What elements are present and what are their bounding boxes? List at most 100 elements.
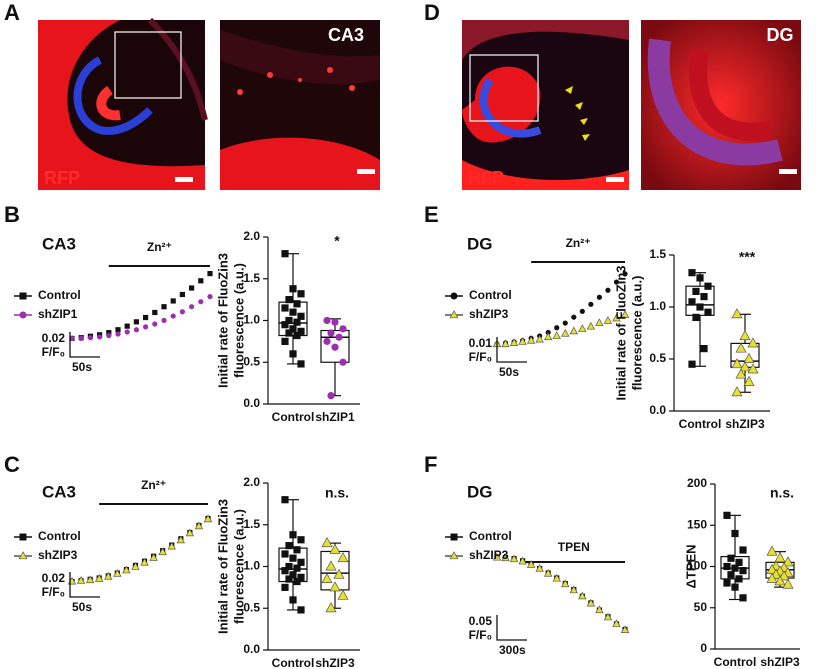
marker <box>293 331 301 340</box>
marker <box>285 542 293 550</box>
marker <box>774 575 786 586</box>
marker <box>700 345 708 353</box>
marker <box>535 563 544 572</box>
marker <box>782 556 794 567</box>
marker <box>569 326 579 335</box>
scale-label: 50s <box>499 365 519 379</box>
marker <box>285 296 293 304</box>
scale-label: F/F₀ <box>469 628 492 642</box>
marker <box>595 318 604 327</box>
marker <box>554 325 560 331</box>
marker <box>526 560 536 568</box>
marker <box>297 606 305 614</box>
marker <box>501 553 510 562</box>
marker <box>179 291 185 298</box>
marker <box>692 313 700 321</box>
marker <box>735 342 747 353</box>
scale-bar <box>496 337 527 363</box>
marker <box>329 581 341 592</box>
marker <box>743 352 755 363</box>
marker <box>289 571 297 579</box>
legend-marker <box>19 533 27 541</box>
y-tick-label: 1.0 <box>243 313 260 327</box>
marker <box>696 303 704 311</box>
marker <box>327 392 335 400</box>
significance: * <box>334 233 340 249</box>
marker <box>766 545 778 556</box>
marker <box>622 271 628 277</box>
marker <box>289 308 297 316</box>
marker <box>578 591 587 600</box>
x-tick-label: Control <box>679 417 722 431</box>
marker <box>104 571 113 580</box>
marker <box>766 572 778 583</box>
marker <box>170 298 176 304</box>
marker <box>731 583 739 591</box>
marker <box>133 319 139 325</box>
marker <box>185 528 195 537</box>
marker <box>293 318 301 326</box>
y-tick-label: 0.0 <box>649 403 666 417</box>
legend-marker <box>450 533 458 541</box>
x-tick-label: shZIP3 <box>760 655 800 669</box>
marker <box>543 568 553 577</box>
marker <box>161 317 167 323</box>
marker <box>285 316 293 325</box>
marker <box>735 558 743 566</box>
marker <box>194 521 204 530</box>
marker <box>543 332 553 341</box>
marker <box>325 602 337 613</box>
legend-label: Control <box>469 529 512 543</box>
legend-label: Control <box>38 288 81 302</box>
marker <box>735 575 743 583</box>
y-tick-label: 1.5 <box>649 247 666 261</box>
marker <box>329 543 341 554</box>
marker <box>588 301 594 307</box>
marker <box>143 324 149 330</box>
y-tick-label: 2.0 <box>243 475 260 489</box>
marker <box>739 329 751 341</box>
y-tick-label: 150 <box>687 517 707 531</box>
image-a-zoom <box>220 20 380 190</box>
marker <box>339 325 347 333</box>
marker <box>586 321 596 330</box>
marker <box>700 293 708 301</box>
marker <box>731 386 743 397</box>
y-tick-label: 2.0 <box>243 229 260 243</box>
marker <box>552 331 561 339</box>
scale-label: 0.05 <box>469 614 493 628</box>
marker <box>321 536 333 548</box>
panel-label: E <box>424 202 439 227</box>
trace-title: CA3 <box>42 482 76 501</box>
marker <box>281 250 289 258</box>
x-tick-label: Control <box>714 655 757 669</box>
marker <box>203 514 213 523</box>
marker <box>704 282 712 290</box>
marker <box>552 573 561 582</box>
marker <box>76 576 86 584</box>
marker <box>131 562 140 570</box>
marker <box>281 321 289 329</box>
marker <box>747 363 759 374</box>
marker <box>731 529 739 538</box>
image-label: RFP <box>44 168 80 188</box>
marker <box>293 300 301 308</box>
marker <box>337 552 349 563</box>
marker <box>297 573 305 581</box>
marker <box>198 278 204 284</box>
marker <box>161 304 167 310</box>
x-tick-label: Control <box>272 656 315 669</box>
y-tick-label: 0.0 <box>243 396 260 410</box>
marker <box>297 360 305 368</box>
y-tick-label: 200 <box>687 476 707 490</box>
y-tick-label: 100 <box>687 559 707 573</box>
marker <box>325 560 337 571</box>
marker <box>526 335 536 344</box>
panel-label: B <box>4 202 20 227</box>
scale-label: 300s <box>499 643 526 657</box>
marker <box>774 552 786 563</box>
marker <box>704 308 712 316</box>
image-a-overview <box>38 17 208 190</box>
marker <box>731 308 743 319</box>
